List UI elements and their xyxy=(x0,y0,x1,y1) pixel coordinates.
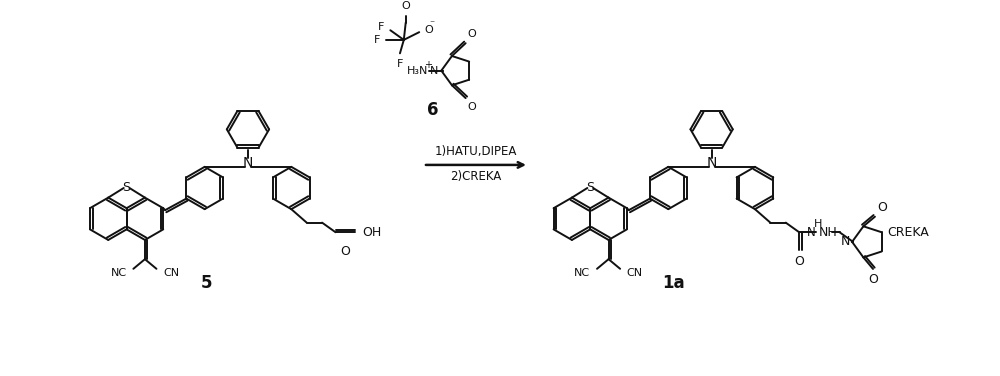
Text: 1)HATU,DIPEA: 1)HATU,DIPEA xyxy=(435,145,517,158)
Text: NC: NC xyxy=(574,268,590,277)
Text: +: + xyxy=(424,60,432,70)
Text: 2)CREKA: 2)CREKA xyxy=(450,170,502,183)
Text: 6: 6 xyxy=(427,101,438,119)
Text: N: N xyxy=(807,226,816,239)
Text: O: O xyxy=(468,29,476,39)
Text: O: O xyxy=(877,201,887,214)
Text: OH: OH xyxy=(362,226,382,239)
Text: NH: NH xyxy=(818,226,837,239)
Text: CREKA: CREKA xyxy=(887,226,929,239)
Text: NC: NC xyxy=(111,268,127,277)
Text: 1a: 1a xyxy=(662,274,684,292)
Text: F: F xyxy=(378,22,385,32)
Text: N: N xyxy=(706,156,717,170)
Text: O: O xyxy=(401,1,410,11)
Text: ⁻: ⁻ xyxy=(430,20,435,29)
Text: O: O xyxy=(868,273,878,286)
Text: F: F xyxy=(374,35,381,45)
Text: S: S xyxy=(586,180,594,194)
Text: H₃N: H₃N xyxy=(407,66,428,76)
Text: N: N xyxy=(430,66,438,76)
Text: CN: CN xyxy=(163,268,179,277)
Text: N: N xyxy=(841,235,850,249)
Text: O: O xyxy=(340,245,350,258)
Text: F: F xyxy=(397,59,403,69)
Text: N: N xyxy=(243,156,253,170)
Text: O: O xyxy=(794,255,804,268)
Text: 5: 5 xyxy=(201,274,212,292)
Text: S: S xyxy=(123,180,131,194)
Text: O: O xyxy=(424,25,433,35)
Text: H: H xyxy=(814,219,823,229)
Text: O: O xyxy=(468,102,476,112)
Text: CN: CN xyxy=(627,268,643,277)
